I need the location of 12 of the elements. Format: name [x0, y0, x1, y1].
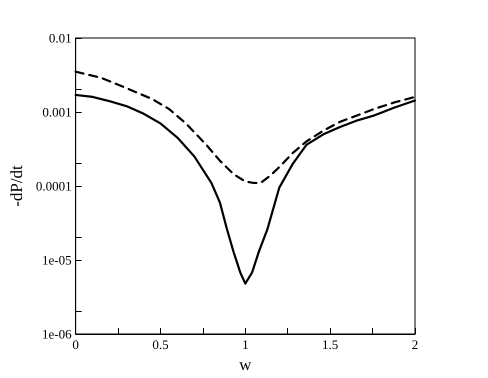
x-tick-label: 1.5 [322, 337, 338, 352]
x-axis-title: w [239, 355, 252, 374]
y-axis-title: -dP/dt [7, 164, 26, 207]
x-tick-label: 2 [412, 337, 418, 352]
x-tick-label: 1 [242, 337, 249, 352]
y-tick-label: 1e-05 [42, 252, 72, 268]
y-tick-label: 0.001 [42, 104, 72, 120]
y-tick-label: 0.01 [48, 30, 72, 46]
y-tick-label: 0.0001 [36, 178, 72, 194]
x-tick-label: 0 [72, 337, 79, 352]
y-tick-label: 1e-06 [42, 326, 72, 342]
x-tick-label: 0.5 [152, 337, 169, 352]
